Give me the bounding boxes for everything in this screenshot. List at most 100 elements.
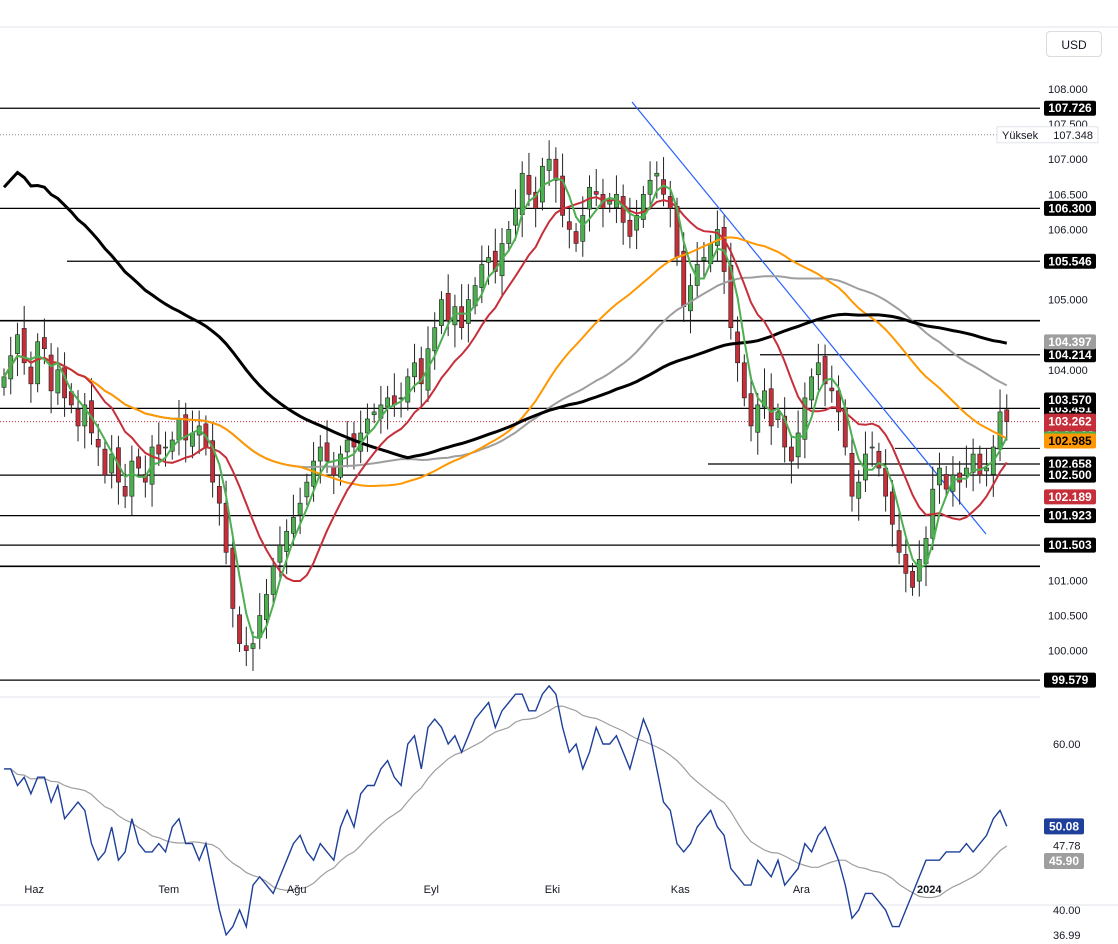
- candle: [688, 273, 693, 334]
- svg-text:101.923: 101.923: [1048, 509, 1092, 523]
- svg-text:50.08: 50.08: [1049, 819, 1079, 833]
- time-tick-label: Eki: [545, 884, 560, 896]
- high-marker: Yüksek 107.348: [996, 126, 1099, 144]
- candle: [378, 385, 384, 434]
- rsi-tick-label: 36.99: [1053, 930, 1081, 939]
- candle: [122, 463, 128, 509]
- candle: [782, 397, 788, 463]
- price-badge: 103.570: [1044, 392, 1096, 408]
- currency-selector[interactable]: USD: [1046, 31, 1102, 57]
- candle: [277, 526, 283, 578]
- candle: [943, 465, 949, 498]
- svg-text:103.570: 103.570: [1048, 393, 1092, 407]
- time-tick-label: Ara: [793, 884, 811, 896]
- svg-text:104.397: 104.397: [1048, 335, 1092, 349]
- ma-green-line: [3, 177, 1008, 640]
- candle: [210, 421, 216, 498]
- level-badge: 107.726: [1044, 100, 1096, 116]
- rsi-tick-label: 40.00: [1053, 905, 1081, 917]
- candle: [883, 449, 889, 512]
- candle: [869, 431, 875, 467]
- svg-text:105.546: 105.546: [1048, 254, 1092, 268]
- candle: [1, 368, 7, 396]
- candle: [439, 291, 444, 334]
- candle: [910, 562, 915, 596]
- candle: [250, 631, 256, 671]
- svg-text:101.503: 101.503: [1048, 538, 1092, 552]
- price-tick-label: 105.000: [1048, 295, 1088, 307]
- time-tick-label: Kas: [671, 884, 690, 896]
- candle: [923, 526, 929, 587]
- candle: [371, 403, 377, 424]
- candle: [519, 161, 525, 238]
- candle: [116, 435, 121, 505]
- time-tick-label: Eyl: [424, 884, 439, 896]
- price-tick-label: 100.500: [1048, 611, 1088, 623]
- candle: [795, 410, 801, 469]
- level-badge: 101.503: [1044, 537, 1096, 553]
- candle: [183, 402, 189, 463]
- candle: [741, 354, 747, 407]
- rsi-tick-label: 60.00: [1053, 739, 1081, 751]
- candle: [647, 161, 653, 210]
- ma-black-line: [2, 170, 1008, 460]
- candle: [344, 421, 350, 468]
- rsi-badge: 45.90: [1044, 853, 1084, 870]
- candle: [304, 473, 310, 506]
- candle: [701, 242, 707, 280]
- candle: [459, 284, 465, 340]
- time-tick-label: 2024: [917, 884, 942, 896]
- svg-text:102.985: 102.985: [1048, 434, 1092, 448]
- candle: [331, 451, 337, 495]
- candle: [896, 508, 902, 565]
- candle: [755, 392, 761, 455]
- candle: [836, 375, 841, 431]
- price-tick-label: 106.500: [1048, 189, 1088, 201]
- candle: [789, 435, 794, 484]
- candle: [533, 176, 539, 228]
- candle: [560, 153, 565, 228]
- svg-text:99.579: 99.579: [1052, 673, 1089, 687]
- candle: [762, 368, 767, 419]
- level-badge: 101.923: [1044, 508, 1096, 524]
- candle: [526, 152, 532, 207]
- svg-text:103.262: 103.262: [1048, 415, 1092, 429]
- candle: [62, 352, 67, 417]
- svg-text:102.189: 102.189: [1048, 490, 1092, 504]
- level-badge: 105.546: [1044, 253, 1096, 269]
- svg-text:102.500: 102.500: [1048, 468, 1092, 482]
- candle: [95, 423, 101, 466]
- candle: [270, 557, 276, 603]
- candle: [432, 312, 438, 370]
- candle: [163, 431, 168, 467]
- candle: [863, 431, 868, 492]
- candle: [21, 305, 27, 375]
- rsi-ma-line: [4, 705, 1008, 899]
- candle: [257, 593, 263, 650]
- candle: [109, 435, 115, 489]
- candle: [620, 184, 626, 245]
- rsi-badge: 50.08: [1044, 818, 1084, 835]
- candle: [903, 538, 909, 593]
- candle: [290, 494, 296, 546]
- high-marker-value: 107.348: [1053, 130, 1093, 142]
- time-tick-label: Tem: [158, 884, 179, 896]
- candle: [829, 365, 835, 403]
- candle: [1004, 394, 1010, 441]
- candle: [822, 344, 828, 407]
- candle: [136, 448, 141, 477]
- candle: [405, 368, 411, 411]
- level-badge: 102.500: [1044, 467, 1096, 483]
- candle: [593, 169, 599, 207]
- candle: [89, 378, 94, 445]
- candle: [748, 374, 754, 442]
- candle: [728, 242, 734, 340]
- candle: [48, 343, 54, 414]
- svg-text:107.726: 107.726: [1048, 101, 1092, 115]
- price-badge: 102.985: [1044, 433, 1096, 449]
- candle: [856, 470, 862, 521]
- candle: [41, 318, 47, 365]
- candle: [627, 197, 633, 249]
